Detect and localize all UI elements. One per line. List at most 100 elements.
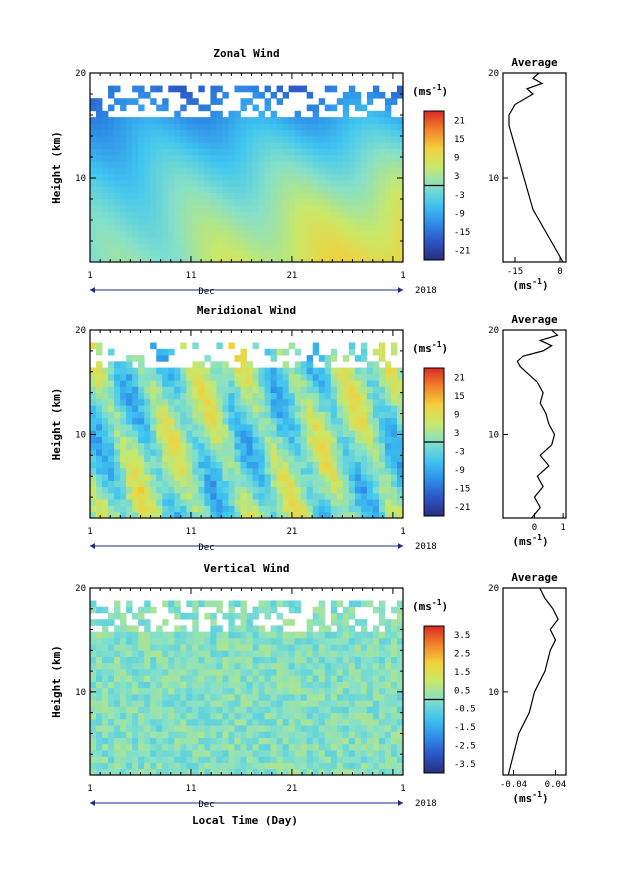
heatmap-cell [186,199,193,206]
heatmap-cell [264,85,271,93]
heatmap-cell [318,706,326,714]
heatmap-cell [252,768,259,776]
heatmap-cell [102,499,109,506]
heatmap-cell [258,631,265,639]
heatmap-cell [126,756,133,763]
heatmap-cell [312,117,320,124]
heatmap-cell [204,675,211,682]
heatmap-cell [108,148,115,156]
heatmap-cell [342,669,350,676]
heatmap-cell [228,619,235,626]
heatmap-cell [276,675,284,682]
heatmap-cell [366,693,374,701]
heatmap-cell [102,631,109,639]
heatmap-cell [354,243,362,250]
heatmap-cell [378,718,386,726]
heatmap-cell [264,644,271,651]
heatmap-cell [108,511,115,519]
heatmap-cell [120,380,127,387]
heatmap-cell [360,211,368,219]
heatmap-cell [330,249,338,257]
heatmap-cell [390,411,398,419]
heatmap-cell [90,725,97,732]
heatmap-cell [222,186,229,194]
heatmap-cell [216,455,223,462]
heatmap-cell [288,480,296,488]
heatmap-cell [162,430,169,437]
heatmap-cell [156,129,163,137]
heatmap-cell [288,411,296,419]
heatmap-cell [258,737,265,745]
heatmap-cell [240,449,247,456]
heatmap-cell [282,486,290,494]
heatmap-cell [210,91,217,99]
heatmap-cell [378,436,386,444]
heatmap-cell [138,230,145,238]
heatmap-cell [120,117,127,124]
heatmap-cell [192,243,199,250]
heatmap-cell [246,505,253,513]
heatmap-cell [300,386,308,394]
heatmap-cell [288,606,296,614]
heatmap-cell [252,199,259,206]
heatmap-cell [156,373,163,381]
colorbar-tick-label: 1.5 [454,668,470,678]
heatmap-cell [102,249,109,257]
heatmap-cell [390,424,398,431]
heatmap-cell [318,117,326,124]
heatmap-cell [348,249,356,257]
heatmap-cell [372,136,380,143]
heatmap-cell [198,417,205,425]
heatmap-cell [108,644,115,651]
heatmap-cell [144,499,151,506]
heatmap-cell [198,424,205,431]
heatmap-cell [192,342,199,350]
heatmap-cell [306,480,314,488]
heatmap-cell [312,342,320,350]
heatmap-cell [366,700,374,707]
heatmap-cell [246,480,253,488]
heatmap-cell [138,499,145,506]
heatmap-cell [240,230,247,238]
heatmap-cell [150,249,157,257]
heatmap-cell [270,606,277,614]
heatmap-cell [270,442,277,450]
heatmap-cell [360,380,368,387]
heatmap-cell [282,367,290,375]
heatmap-cell [396,681,404,689]
heatmap-cell [390,373,398,381]
heatmap-cell [264,455,271,462]
heatmap-cell [150,731,157,738]
heatmap-cell [384,436,392,444]
heatmap-cell [90,480,97,488]
heatmap-cell [390,236,398,244]
heatmap-cell [96,173,103,181]
heatmap-cell [144,417,151,425]
heatmap-cell [204,180,211,187]
heatmap-cell [90,474,97,481]
y-tick-label: 10 [75,174,86,184]
heatmap-cell [228,243,235,250]
heatmap-cell [294,675,302,682]
heatmap-cell [114,693,121,701]
heatmap-cell [270,392,277,400]
heatmap-cell [246,236,253,244]
heatmap-cell [366,192,374,200]
heatmap-cell [252,230,259,238]
heatmap-cell [360,700,368,707]
heatmap-cell [120,662,127,670]
heatmap-cell [378,186,386,194]
heatmap-cell [348,154,356,162]
heatmap-cell [216,662,223,670]
heatmap-cell [372,110,380,118]
heatmap-cell [138,173,145,181]
heatmap-cell [342,449,350,456]
heatmap-cell [150,750,157,757]
heatmap-cell [312,693,320,701]
heatmap-cell [162,411,169,419]
heatmap-cell [282,424,290,431]
heatmap-cell [330,380,338,387]
heatmap-cell [390,417,398,425]
heatmap-cell [324,637,332,645]
heatmap-cell [240,129,247,137]
